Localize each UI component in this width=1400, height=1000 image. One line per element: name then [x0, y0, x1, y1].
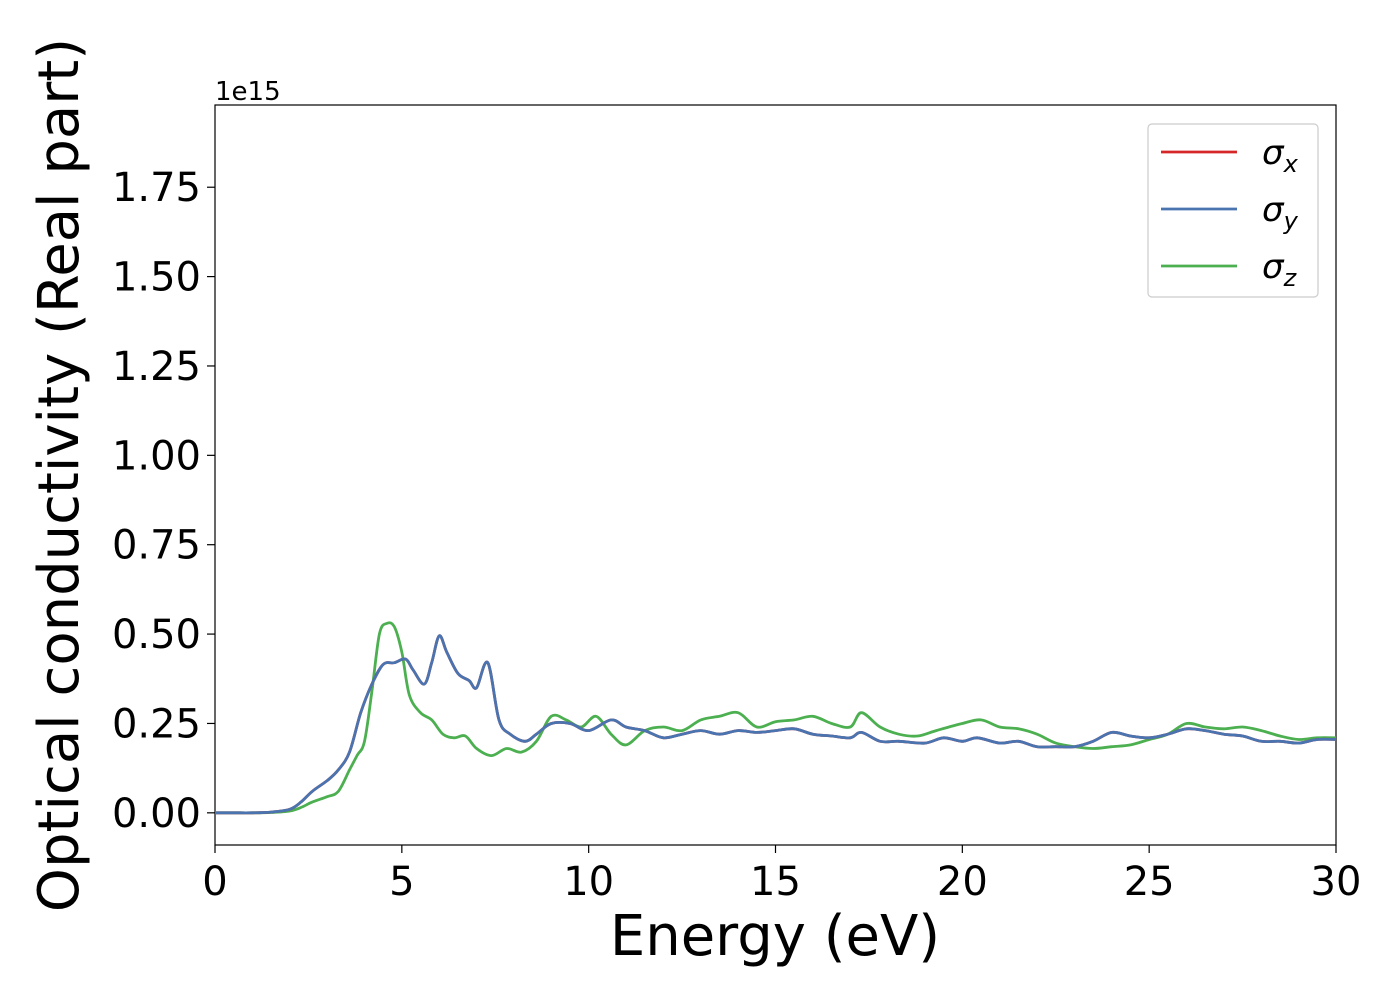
legend-symbol: σ — [1262, 247, 1285, 287]
legend-subscript: z — [1283, 264, 1298, 292]
legend-symbol: σ — [1262, 133, 1285, 173]
y-tick-label: 0.50 — [112, 612, 201, 658]
y-axis-ticks: 0.00 0.25 0.50 0.75 1.00 1.25 1.50 1.75 — [112, 165, 215, 837]
x-tick-label: 30 — [1311, 859, 1362, 905]
x-axis-label: Energy (eV) — [610, 904, 940, 969]
x-tick-label: 10 — [563, 859, 614, 905]
y-axis-label: Optical conductivity (Real part) — [27, 38, 92, 912]
y-tick-label: 1.25 — [112, 344, 201, 390]
x-tick-label: 20 — [937, 859, 988, 905]
y-axis-offset-text: 1e15 — [215, 77, 281, 107]
series-line-y — [215, 634, 1337, 815]
legend-label-y: σy — [1262, 190, 1299, 235]
x-axis-ticks: 0 5 10 15 20 25 30 — [202, 845, 1361, 905]
y-tick-label: 0.75 — [112, 523, 201, 569]
x-tick-label: 15 — [750, 859, 801, 905]
y-tick-label: 1.00 — [112, 433, 201, 479]
y-tick-label: 1.50 — [112, 255, 201, 301]
y-tick-label: 0.25 — [112, 701, 201, 747]
x-tick-label: 5 — [389, 859, 414, 905]
y-tick-label: 1.75 — [112, 165, 201, 211]
series-line-z — [215, 621, 1337, 815]
legend-symbol: σ — [1262, 190, 1285, 230]
legend-box — [1147, 123, 1319, 298]
x-tick-label: 25 — [1124, 859, 1175, 905]
legend-label-x: σx — [1262, 133, 1299, 178]
legend-label-z: σz — [1262, 247, 1298, 292]
legend-subscript: y — [1283, 207, 1299, 235]
y-tick-label: 0.00 — [112, 791, 201, 837]
x-tick-label: 0 — [202, 859, 227, 905]
series-layer — [215, 621, 1337, 815]
legend-subscript: x — [1283, 150, 1299, 178]
